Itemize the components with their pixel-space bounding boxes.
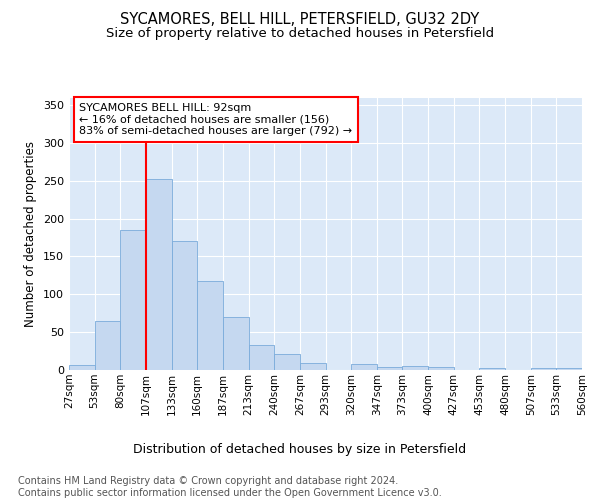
Bar [351,364,377,370]
Bar [377,367,403,370]
Bar [69,364,95,370]
Bar [146,180,172,370]
Bar [428,367,454,370]
Bar [531,368,556,370]
Bar [121,230,146,370]
Bar [95,321,121,370]
Bar [274,354,300,370]
Bar [403,366,428,370]
Bar [172,242,197,370]
Bar [223,317,248,370]
Y-axis label: Number of detached properties: Number of detached properties [25,141,37,327]
Bar [248,345,274,370]
Text: Distribution of detached houses by size in Petersfield: Distribution of detached houses by size … [133,442,467,456]
Bar [300,363,325,370]
Text: Contains HM Land Registry data © Crown copyright and database right 2024.
Contai: Contains HM Land Registry data © Crown c… [18,476,442,498]
Text: SYCAMORES, BELL HILL, PETERSFIELD, GU32 2DY: SYCAMORES, BELL HILL, PETERSFIELD, GU32 … [121,12,479,28]
Bar [197,282,223,370]
Text: SYCAMORES BELL HILL: 92sqm
← 16% of detached houses are smaller (156)
83% of sem: SYCAMORES BELL HILL: 92sqm ← 16% of deta… [79,103,352,136]
Text: Size of property relative to detached houses in Petersfield: Size of property relative to detached ho… [106,28,494,40]
Bar [556,368,582,370]
Bar [479,368,505,370]
